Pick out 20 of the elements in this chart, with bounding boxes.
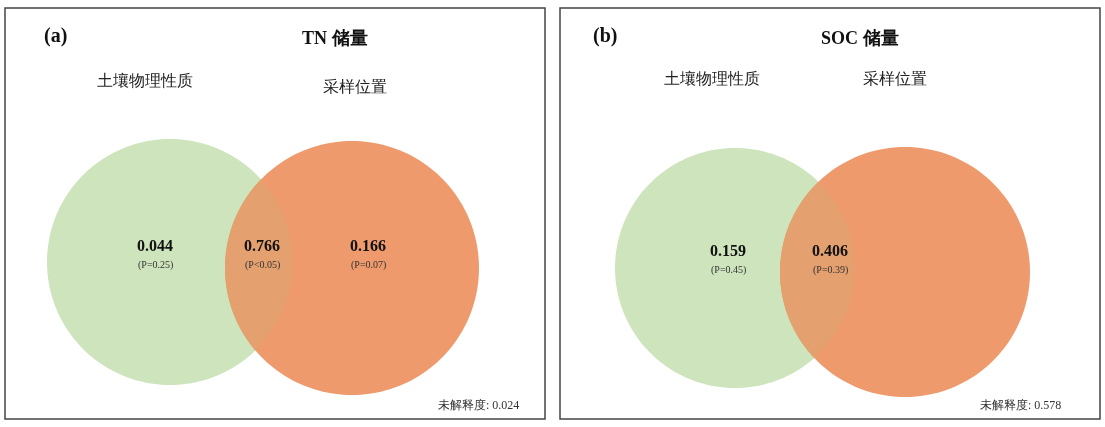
data-label: 0.766 bbox=[244, 237, 280, 254]
text: (P=0.07) bbox=[351, 259, 387, 271]
text: SOC 储量 bbox=[821, 28, 899, 48]
category-label: 土壤物理性质 bbox=[664, 69, 760, 88]
category-label: 土壤物理性质 bbox=[97, 71, 193, 90]
text: (a) bbox=[44, 24, 68, 47]
text: (P<0.05) bbox=[245, 259, 281, 271]
data-label: 0.166 bbox=[350, 237, 386, 254]
text: (P=0.25) bbox=[138, 259, 174, 271]
data-label: 0.159 bbox=[710, 242, 746, 259]
category-label: 采样位置 bbox=[863, 69, 927, 88]
text: (P=0.39) bbox=[813, 264, 849, 276]
category-label: 采样位置 bbox=[323, 77, 387, 96]
data-label: 0.406 bbox=[812, 242, 848, 259]
text: 未解释度: 0.024 bbox=[438, 398, 520, 412]
data-label: 0.044 bbox=[137, 237, 173, 254]
text: (b) bbox=[593, 24, 618, 47]
text: (P=0.45) bbox=[711, 264, 747, 276]
text: 未解释度: 0.578 bbox=[980, 398, 1062, 412]
text: TN 储量 bbox=[302, 28, 368, 48]
